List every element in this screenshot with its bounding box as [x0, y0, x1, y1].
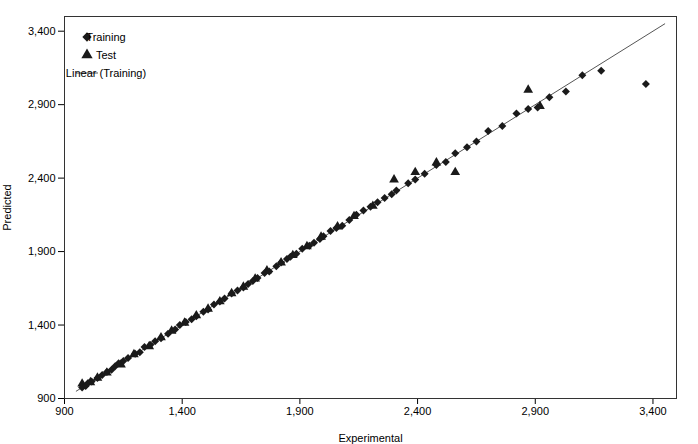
svg-text:1,400: 1,400 [168, 405, 196, 417]
svg-text:2,400: 2,400 [404, 405, 432, 417]
svg-text:1,400: 1,400 [28, 319, 56, 331]
svg-text:Training: Training [86, 31, 125, 43]
svg-text:1,900: 1,900 [286, 405, 314, 417]
svg-text:3,400: 3,400 [28, 25, 56, 37]
svg-text:Test: Test [96, 49, 116, 61]
svg-text:900: 900 [55, 405, 73, 417]
svg-text:900: 900 [37, 392, 55, 404]
svg-text:3,400: 3,400 [639, 405, 667, 417]
svg-text:2,900: 2,900 [522, 405, 550, 417]
svg-text:2,900: 2,900 [28, 98, 56, 110]
svg-text:1,900: 1,900 [28, 245, 56, 257]
svg-text:Experimental: Experimental [338, 432, 402, 444]
svg-text:2,400: 2,400 [28, 172, 56, 184]
svg-text:Linear (Training): Linear (Training) [66, 67, 146, 79]
svg-text:Predicted: Predicted [1, 184, 13, 230]
